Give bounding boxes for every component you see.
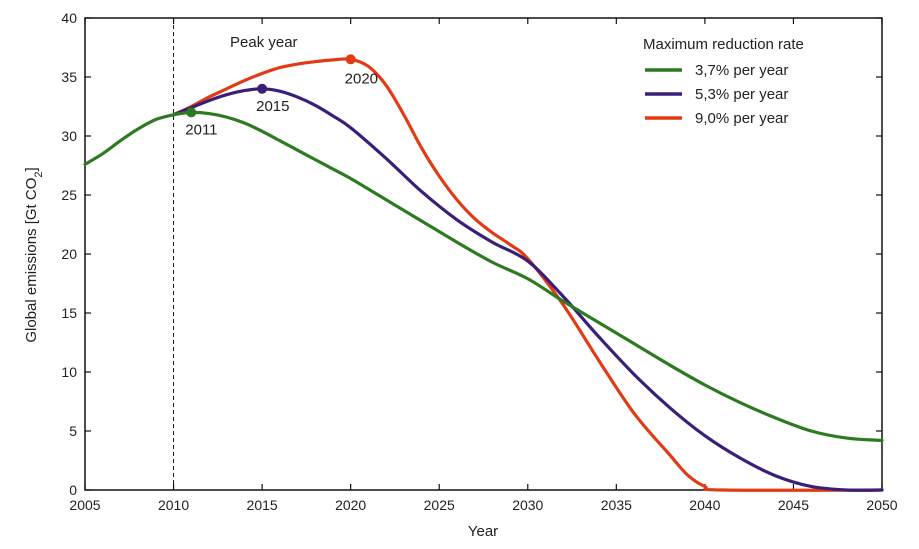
series-layer [83,57,884,492]
x-tick-label: 2040 [689,497,720,513]
y-tick-label: 20 [61,246,77,262]
y-tick-label: 35 [61,69,77,85]
x-tick-label: 2020 [335,497,366,513]
x-tick-label: 2015 [247,497,278,513]
y-tick-label: 25 [61,187,77,203]
peak-year-annotation: Peak year [230,34,298,51]
peak-label-2020: 2020 [345,70,378,87]
y-axis-label-end: ] [23,167,40,171]
y-axis-label: Global emissions [Gt CO2] [23,167,45,342]
series-line-2 [171,57,884,492]
y-axis-label-main: Global emissions [Gt CO [23,178,40,343]
series-line-1 [171,87,884,492]
x-tick-label: 2045 [778,497,809,513]
peak-label-2015: 2015 [256,98,289,115]
peak-marker-2020 [345,54,356,65]
peak-marker-2015 [257,83,268,94]
peaks-layer: 2011 2015 2020 [185,54,378,138]
legend-title: Maximum reduction rate [643,36,804,53]
series-line-0 [83,110,884,443]
x-tick-label: 2010 [158,497,189,513]
y-tick-label: 15 [61,305,77,321]
x-tick-label: 2025 [424,497,455,513]
x-tick-label: 2035 [601,497,632,513]
peak-marker-2011 [186,107,197,118]
legend-label-0: 3,7% per year [695,62,788,79]
y-tick-label: 10 [61,364,77,380]
x-tick-label: 2030 [512,497,543,513]
legend-label-2: 9,0% per year [695,110,788,127]
y-tick-label: 40 [61,10,77,26]
x-tick-label: 2050 [866,497,897,513]
peak-label-2011: 2011 [185,121,217,138]
x-tick-label: 2005 [69,497,100,513]
x-axis-label: Year [468,523,498,540]
y-tick-label: 5 [69,423,77,439]
y-tick-label: 30 [61,128,77,144]
y-tick-label: 0 [69,482,77,498]
legend: Maximum reduction rate 3,7% per year 5,3% … [643,36,804,127]
y-axis-label-sub: 2 [33,171,45,177]
legend-label-1: 5,3% per year [695,86,788,103]
axes: 2005 2010 2015 2020 2025 2030 2035 2040 2045 2050… [61,10,897,513]
